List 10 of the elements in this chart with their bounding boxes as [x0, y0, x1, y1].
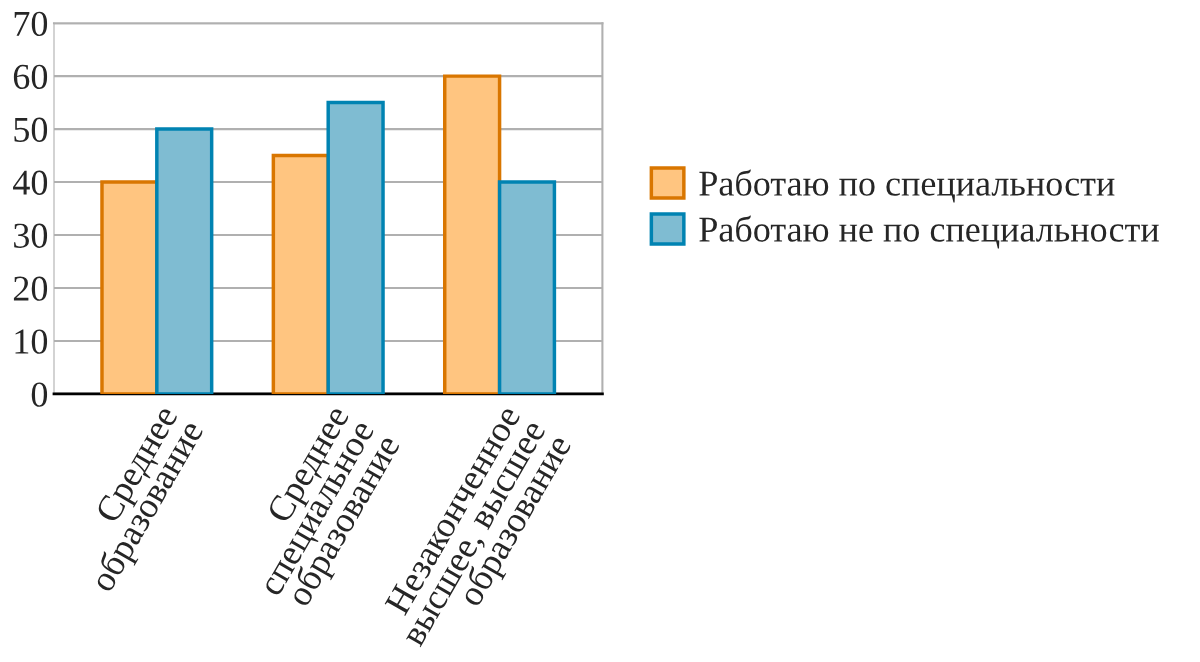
- legend-label: Работаю по специальности: [699, 169, 1115, 203]
- y-tick-label: 0: [31, 382, 48, 407]
- y-tick-label: 10: [15, 329, 48, 354]
- legend-label: Работаю не по специальности: [699, 215, 1159, 249]
- y-tick-label: 70: [14, 11, 48, 37]
- y-tick-label: 40: [13, 170, 48, 195]
- y-tick-label: 20: [13, 276, 48, 301]
- y-tick-label: 30: [14, 223, 48, 248]
- y-tick-label: 50: [14, 117, 48, 142]
- y-tick-label: 60: [13, 64, 48, 90]
